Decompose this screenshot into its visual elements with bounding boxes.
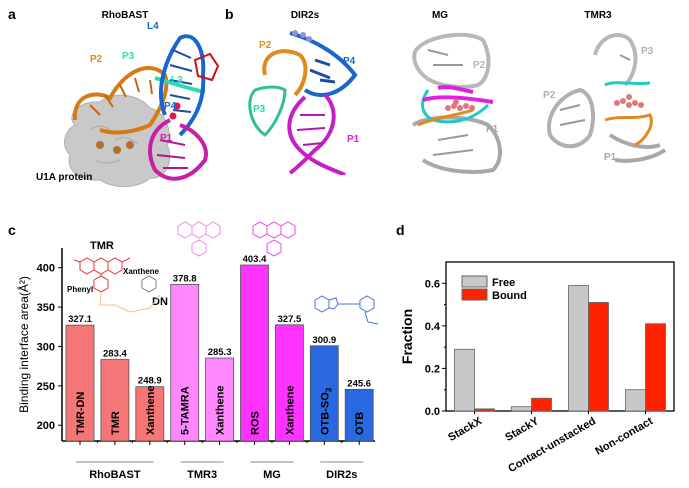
mg-title: MG [431,10,449,21]
bar-category-label: Xanthene [215,385,227,435]
bar-category-label: 5-TAMRA [180,386,192,435]
annotation-tmr: TMR [90,240,114,252]
bar-0: 327.1 TMR-DN [65,314,95,442]
panel-a-title: RhoBAST [101,10,149,21]
annotation-dn: DN [152,296,168,308]
group-label: MG [263,469,281,481]
bar-value-label: 327.1 [68,314,92,325]
dir2s-label-p4: P4 [343,56,356,67]
label-p3: P3 [122,51,135,62]
y-axis-label: Fraction [399,309,415,364]
molecule-structure-otb [314,295,379,325]
tmr3-label-p1: P1 [604,152,617,163]
y-tick-label: 400 [37,263,55,275]
bar-4: 285.3 Xanthene [205,347,235,442]
annotation-xanthene: Xanthene [123,267,160,276]
panel-c-letter: c [8,222,16,238]
bar-bound [531,397,552,412]
y-tick-label: 350 [37,302,55,314]
bar-category-label: OTB [354,412,366,435]
bar-category-label: TMR [110,411,122,435]
tmr3-label-p3: P3 [641,46,654,57]
bar-value-label: 378.8 [173,273,197,284]
x-tick-label: Non-contact [593,415,655,458]
panel-d-letter: d [396,222,405,238]
tmr3-structure-illustration [547,33,667,163]
tmr3-title: TMR3 [584,10,612,21]
bar-6: 327.5 Xanthene [274,314,304,442]
group-label: RhoBAST [89,469,141,481]
dir2s-label-p2: P2 [259,40,272,51]
y-tick-label: 0.2 [425,363,440,375]
y-tick-label: 250 [37,381,55,393]
bar-value-label: 283.4 [103,349,127,360]
dir2s-title: DIR2s [290,10,320,21]
label-p2: P2 [90,54,103,65]
y-tick-label: 0.0 [425,406,440,418]
molecule-structures-tamra-ros [177,221,296,257]
legend-swatch [461,288,488,301]
x-tick-label: StackY [503,415,541,444]
bar-bound [588,302,609,412]
tmr3-label-p2: P2 [543,90,556,101]
bar-category-label: Xanthene [145,385,157,435]
bar-category-label: ROS [250,411,262,435]
bar-7: 300.9 OTB-SO3 [309,335,339,442]
bar-free [568,285,589,412]
bar-value-label: 300.9 [312,335,336,346]
y-tick-label: 0.6 [425,278,440,290]
label-p4: P4 [164,101,177,112]
dir2s-label-p3: P3 [253,104,266,115]
bar-8: 245.6 OTB [344,378,374,442]
legend-swatch [461,275,488,288]
bar-category-label: TMR-DN [75,392,87,435]
x-tick-label: StackX [446,415,484,444]
bar-bound [645,323,666,412]
legend-label: Free [492,277,515,289]
label-l3: L3 [171,75,183,86]
mg-label-p1: P1 [486,124,499,135]
label-l4: L4 [147,21,159,32]
panel-b-letter: b [225,6,234,22]
bar-value-label: 285.3 [208,347,232,358]
dir2s-structure-illustration [248,30,358,175]
legend-label: Bound [492,290,527,302]
bar-free [511,406,532,412]
bar-value-label: 248.9 [138,376,162,387]
bar-3: 378.8 5-TAMRA [170,273,200,442]
rhobast-structure-illustration [64,34,220,187]
binding-area-bar-chart: 200 250 300 350 400 Binding interface area(Å²… [16,248,375,481]
bar-value-label: 245.6 [347,378,371,389]
bar-free [625,389,646,412]
label-p1: P1 [160,133,173,144]
bar-category-label: Xanthene [284,385,296,435]
y-tick-label: 0.4 [425,321,441,333]
bar-bound [474,408,495,412]
mg-label-p2: P2 [473,60,486,71]
bar-1: 283.4 TMR [100,349,130,442]
bar-value-label: 327.5 [278,314,302,325]
annotation-phenyl: Phenyl [67,285,94,294]
mg-structure-illustration [411,32,502,174]
panel-a-letter: a [8,6,16,22]
y-axis-label: Binding interface area(Å²) [16,276,31,413]
bar-5: 403.4 ROS [240,254,269,442]
group-label: TMR3 [187,469,217,481]
bar-category-label: OTB-SO3 [319,387,333,435]
label-u1a-protein: U1A protein [36,172,93,183]
y-tick-label: 200 [37,420,55,432]
y-tick-label: 300 [37,341,55,353]
group-label: DIR2s [326,469,357,481]
bar-free [454,348,475,412]
bar-value-label: 403.4 [243,254,267,265]
molecule-structures-tmr-dn [73,257,161,313]
dir2s-label-p1: P1 [347,134,360,145]
